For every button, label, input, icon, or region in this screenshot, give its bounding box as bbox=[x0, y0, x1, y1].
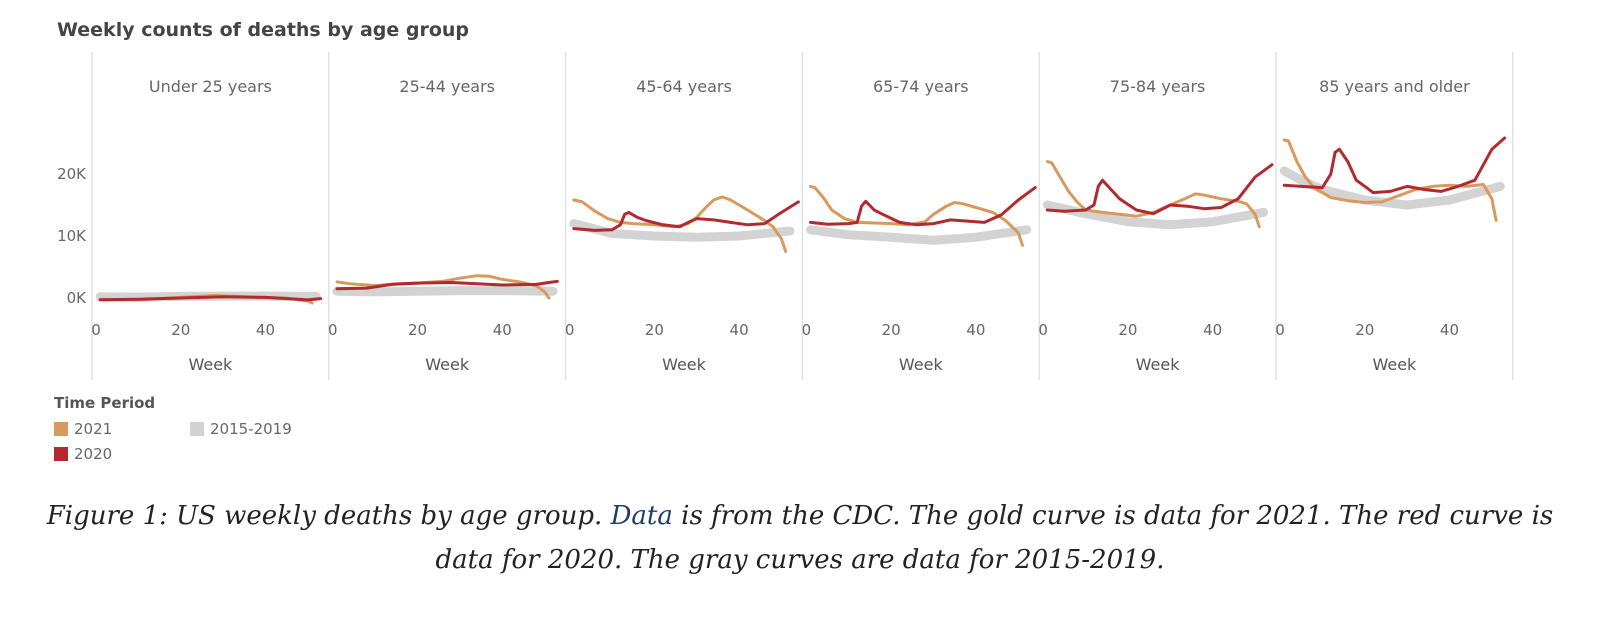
x-tick-label: 0 bbox=[565, 321, 575, 339]
legend-item-2021[interactable]: 2021 bbox=[54, 418, 190, 439]
series-line-2021 bbox=[1282, 138, 1498, 222]
caption-text-2: is from the CDC. The gold curve is data … bbox=[435, 501, 1554, 575]
legend-swatch-2020 bbox=[54, 446, 68, 461]
series-line-2015-2019 bbox=[806, 225, 1032, 245]
figure-caption: Figure 1: US weekly deaths by age group.… bbox=[20, 494, 1580, 582]
legend-swatch-2015-2019 bbox=[190, 421, 204, 436]
legend: Time Period 2021 2015-2019 2020 bbox=[54, 394, 350, 464]
data-link[interactable]: Data bbox=[610, 501, 673, 531]
series-line-2020 bbox=[572, 200, 800, 232]
panel-title: 45-64 years bbox=[636, 77, 732, 96]
caption-text-1: Figure 1: US weekly deaths by age group. bbox=[46, 501, 611, 531]
series-line-2015-2019 bbox=[1279, 166, 1505, 210]
legend-item-2020[interactable]: 2020 bbox=[54, 443, 190, 464]
panel-title: 65-74 years bbox=[873, 77, 969, 96]
series-line-2015-2019 bbox=[1042, 200, 1268, 230]
legend-label-2021: 2021 bbox=[74, 419, 113, 438]
x-tick-label: 20 bbox=[1355, 321, 1374, 339]
legend-item-2015-2019[interactable]: 2015-2019 bbox=[190, 418, 350, 439]
x-tick-label: 0 bbox=[802, 321, 812, 339]
x-tick-label: 20 bbox=[882, 321, 901, 339]
panel-title: 85 years and older bbox=[1319, 77, 1470, 96]
y-tick-label: 0K bbox=[67, 289, 88, 307]
x-axis-label: Week bbox=[899, 355, 944, 374]
legend-label-2015-2019: 2015-2019 bbox=[210, 419, 292, 438]
x-axis-label: Week bbox=[1136, 355, 1181, 374]
x-tick-label: 0 bbox=[91, 321, 101, 339]
x-axis-label: Week bbox=[662, 355, 707, 374]
panel-75-84-years: 75-84 years 0 20 40 Week bbox=[1038, 52, 1274, 380]
series-line-2015-2019 bbox=[332, 286, 558, 297]
x-tick-label: 0 bbox=[328, 321, 338, 339]
small-multiples-chart: Weekly counts of deaths by age group 0K 1… bbox=[57, 19, 1514, 380]
x-axis-label: Week bbox=[188, 355, 233, 374]
x-tick-label: 20 bbox=[645, 321, 664, 339]
panel-title: 25-44 years bbox=[399, 77, 495, 96]
x-axis-label: Week bbox=[1372, 355, 1417, 374]
panel-under-25-years: Under 25 years 0 20 40 Week bbox=[91, 52, 323, 380]
series-line-2020 bbox=[1045, 163, 1274, 216]
x-tick-label: 40 bbox=[493, 321, 512, 339]
panel-25-44-years: 25-44 years 0 20 40 Week bbox=[328, 52, 559, 380]
chart-title: Weekly counts of deaths by age group bbox=[57, 19, 469, 41]
y-axis: 0K 10K 20K bbox=[57, 165, 87, 307]
legend-title: Time Period bbox=[54, 394, 156, 412]
series-line-2021 bbox=[809, 184, 1024, 247]
panel-65-74-years: 65-74 years 0 20 40 Week bbox=[802, 52, 1037, 380]
series-line-2020 bbox=[1282, 136, 1507, 195]
y-tick-label: 10K bbox=[57, 227, 87, 245]
x-axis-label: Week bbox=[425, 355, 470, 374]
x-tick-label: 40 bbox=[730, 321, 749, 339]
panel-title: 75-84 years bbox=[1110, 77, 1206, 96]
panels: Under 25 years 0 20 40 Week 25-44 years 0 20 40 W… bbox=[91, 52, 1514, 380]
x-tick-label: 20 bbox=[171, 321, 190, 339]
x-tick-label: 40 bbox=[1203, 321, 1222, 339]
series-line-2020 bbox=[335, 279, 559, 291]
panel-45-64-years: 45-64 years 0 20 40 Week bbox=[565, 52, 800, 380]
series-line-2020 bbox=[98, 295, 323, 302]
x-tick-label: 20 bbox=[408, 321, 427, 339]
x-tick-label: 0 bbox=[1275, 321, 1285, 339]
y-tick-label: 20K bbox=[57, 165, 87, 183]
series-line-2020 bbox=[809, 186, 1037, 227]
x-tick-label: 40 bbox=[966, 321, 985, 339]
x-tick-label: 20 bbox=[1118, 321, 1137, 339]
legend-label-2020: 2020 bbox=[74, 444, 113, 463]
x-tick-label: 40 bbox=[1440, 321, 1459, 339]
x-tick-label: 0 bbox=[1038, 321, 1048, 339]
legend-swatch-2021 bbox=[54, 421, 68, 436]
panel-title: Under 25 years bbox=[149, 77, 272, 96]
panel-85-years-and-older: 85 years and older 0 20 40 Week bbox=[1275, 52, 1514, 380]
x-tick-label: 40 bbox=[256, 321, 275, 339]
series-line-2015-2019 bbox=[569, 219, 795, 242]
